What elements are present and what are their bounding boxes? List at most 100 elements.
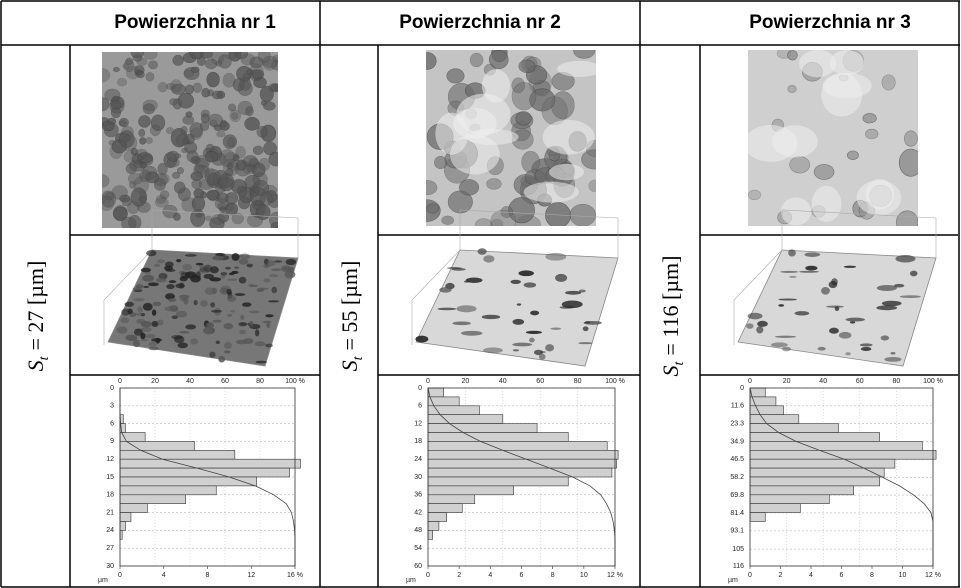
pore <box>268 151 278 167</box>
histogram-bar <box>749 512 766 522</box>
surface-feature <box>510 279 521 284</box>
surface-feature <box>125 334 138 341</box>
surface-feature <box>153 263 161 268</box>
y-tick-label: 58.2 <box>730 474 744 481</box>
histogram-bar <box>427 467 613 478</box>
surface-feature <box>209 327 215 334</box>
surface-feature <box>136 318 146 324</box>
histogram-bar <box>427 414 504 424</box>
pore <box>195 158 209 174</box>
pore <box>232 154 240 162</box>
surface-feature <box>582 326 589 332</box>
pore <box>102 174 110 188</box>
pore <box>174 181 186 194</box>
surface-feature <box>212 255 225 261</box>
surface-feature <box>212 319 222 323</box>
pore <box>231 112 239 120</box>
top-tick-label: 40 <box>499 378 507 385</box>
symbol: S <box>658 365 683 376</box>
pore <box>138 128 146 137</box>
pore <box>237 196 251 210</box>
highlight <box>557 60 596 77</box>
histogram-bar <box>427 405 480 415</box>
pore <box>205 58 218 70</box>
pore <box>209 119 218 127</box>
surface-feature <box>173 335 185 344</box>
pore <box>904 130 918 147</box>
bottom-tick-label: 10 <box>899 572 907 579</box>
surface-feature <box>845 317 865 322</box>
surface-feature <box>152 301 162 307</box>
pore <box>529 88 556 112</box>
pore <box>149 124 161 137</box>
pore <box>148 60 158 70</box>
histogram-bar <box>749 449 937 460</box>
surface-feature <box>180 271 191 280</box>
pore <box>206 71 220 88</box>
unit-label: µm <box>98 577 108 584</box>
pore <box>222 134 237 149</box>
surface-feature <box>164 293 175 300</box>
surface-feature <box>849 321 856 324</box>
surface-feature <box>195 262 204 266</box>
histogram-bar <box>749 476 880 487</box>
surface-feature <box>142 274 155 282</box>
pore <box>259 85 274 103</box>
top-tick-label: 20 <box>783 378 791 385</box>
surface-feature <box>234 266 240 269</box>
histogram-bar <box>427 530 433 540</box>
surface-feature <box>133 297 145 302</box>
surface-feature <box>265 343 273 348</box>
surface-feature <box>200 300 208 307</box>
pore <box>247 213 264 228</box>
pore <box>847 150 859 160</box>
surface-feature <box>176 258 182 263</box>
pore <box>145 137 153 144</box>
surface-feature <box>155 277 167 283</box>
surface-feature <box>267 300 280 303</box>
histogram-bar <box>119 458 301 469</box>
pore <box>258 157 271 171</box>
pore <box>130 52 145 59</box>
pore <box>426 180 438 196</box>
surface-feature <box>523 282 537 288</box>
surface-feature <box>254 341 266 347</box>
pore <box>227 103 237 112</box>
surface-feature <box>205 322 214 329</box>
surface-feature <box>231 270 239 275</box>
surface-feature <box>120 317 130 324</box>
bottom-tick-label: 0 <box>426 572 430 579</box>
surface-feature <box>178 282 185 289</box>
pore <box>200 52 213 59</box>
histogram-bar <box>427 396 460 407</box>
bottom-tick-label: 16 % <box>287 572 303 579</box>
pore <box>125 57 134 66</box>
pore <box>165 127 174 135</box>
bottom-tick-label: 6 <box>520 572 524 579</box>
surface-feature <box>838 331 852 339</box>
pore <box>191 179 202 190</box>
surface-feature <box>876 284 897 291</box>
y-tick-label: 11.6 <box>731 403 744 410</box>
subscript: t <box>672 360 687 365</box>
histogram-bar <box>427 387 444 398</box>
y-tick-label: 24 <box>414 456 422 463</box>
highlight <box>821 73 863 117</box>
pore <box>787 85 797 93</box>
y-tick-label: 24 <box>106 527 114 534</box>
y-tick-label: 30 <box>106 563 114 570</box>
pore <box>209 217 225 228</box>
pore <box>239 77 252 91</box>
histogram-bar <box>427 432 569 442</box>
pore <box>139 137 147 145</box>
y-tick-label: 12 <box>414 420 422 427</box>
y-tick-label: 21 <box>106 509 114 516</box>
highlight <box>481 69 511 103</box>
highlight <box>865 178 895 210</box>
histogram-bar <box>749 494 830 504</box>
surface-feature <box>778 304 785 307</box>
pore <box>426 52 437 70</box>
pore <box>227 137 236 148</box>
surface-feature <box>254 329 260 337</box>
y-tick-label: 116 <box>733 563 744 570</box>
